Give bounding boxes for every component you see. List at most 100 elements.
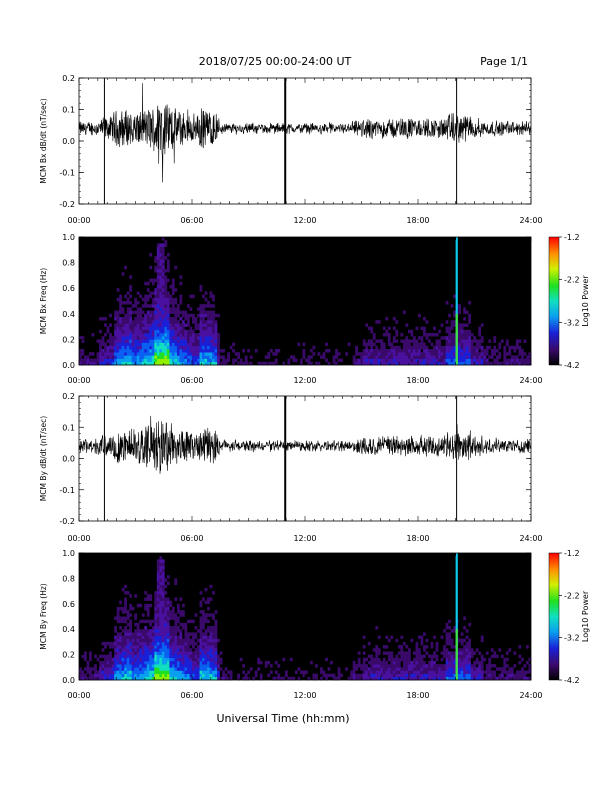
spectrogram-cell xyxy=(214,667,218,671)
spectrogram-cell xyxy=(375,645,379,649)
spectrogram-cell xyxy=(207,600,210,605)
spectrogram-cell xyxy=(169,336,173,340)
spectrogram-cell xyxy=(199,361,203,366)
spectrogram-cell xyxy=(392,317,396,321)
spectrogram-cell xyxy=(114,664,117,668)
spectrogram-cell xyxy=(116,616,120,620)
spectrogram-cell xyxy=(121,336,125,340)
spectrogram-cell xyxy=(478,326,482,331)
spectrogram-cell xyxy=(79,361,82,366)
spectrogram-cell xyxy=(415,352,419,356)
spectrogram-cell xyxy=(134,297,138,302)
spectrogram-cell xyxy=(445,657,449,662)
spectrogram-cell xyxy=(453,670,456,674)
spectrogram-cell xyxy=(174,310,178,315)
spectrogram-cell xyxy=(320,670,323,674)
spectrogram-cell xyxy=(194,613,198,617)
spectrogram-cell xyxy=(420,345,424,350)
spectrogram-cell xyxy=(232,342,235,347)
spectrogram-cell xyxy=(141,613,145,617)
spectrogram-cell xyxy=(475,358,479,363)
spectrogram-cell xyxy=(212,632,215,636)
spectrogram-cell xyxy=(465,635,469,640)
y-axis-label: MCM Bx dB/dt (nT/sec) xyxy=(39,98,48,183)
spectrogram-cell xyxy=(433,673,436,678)
spectrogram-cell xyxy=(169,352,173,356)
spectrogram-cell xyxy=(385,676,389,681)
spectrogram-cell xyxy=(402,352,406,356)
spectrogram-cell xyxy=(134,641,138,646)
spectrogram-cell xyxy=(134,317,138,321)
spectrogram-cell xyxy=(121,301,125,305)
spectrogram-cell xyxy=(171,358,175,363)
y-tick-label: -0.1 xyxy=(59,486,75,495)
spectrogram-cell xyxy=(146,676,150,681)
spectrogram-cell xyxy=(179,294,183,299)
spectrogram-cell xyxy=(116,667,120,671)
spectrogram-cell xyxy=(202,329,205,334)
spectrogram-cell xyxy=(124,610,128,614)
spectrogram-cell xyxy=(166,575,170,579)
y-tick-label: 0.8 xyxy=(62,574,75,583)
spectrogram-cell xyxy=(390,654,394,659)
spectrogram-cell xyxy=(84,358,87,363)
spectrogram-cell xyxy=(362,361,366,366)
spectrogram-cell xyxy=(463,676,467,681)
spectrogram-cell xyxy=(468,317,472,321)
spectrogram-cell xyxy=(465,654,469,659)
spectrogram-cell xyxy=(448,358,451,363)
spectrogram-cell xyxy=(124,320,128,324)
spectrogram-cell xyxy=(121,307,125,311)
spectrogram-cell xyxy=(194,664,198,668)
spectrogram-cell xyxy=(448,355,451,359)
spectrogram-cell xyxy=(174,676,178,681)
spectrogram-cell xyxy=(144,664,148,668)
spectrogram-cell xyxy=(460,352,464,356)
spectrogram-cell xyxy=(199,667,203,671)
spectrogram-cell xyxy=(362,664,366,668)
spectrogram-cell xyxy=(448,673,451,678)
spectrogram-cell xyxy=(199,638,203,643)
spectrogram-cell xyxy=(465,657,469,662)
spectrogram-cell xyxy=(129,622,133,627)
spectrogram-cell xyxy=(159,323,163,327)
spectrogram-cell xyxy=(176,342,180,347)
spectrogram-cell xyxy=(405,336,409,340)
spectrogram-cell xyxy=(357,673,361,678)
spectrogram-cell xyxy=(131,323,135,327)
spectrogram-cell xyxy=(184,349,188,353)
spectrogram-cell xyxy=(114,336,117,340)
spectrogram-cell xyxy=(159,562,163,566)
spectrogram-cell xyxy=(166,635,170,640)
spectrogram-cell xyxy=(164,256,168,260)
spectrogram-cell xyxy=(134,613,138,617)
y-tick-label: 1.0 xyxy=(62,549,75,558)
spectrogram-cell xyxy=(480,345,484,350)
spectrogram-cell xyxy=(377,651,381,655)
spectrogram-cell xyxy=(407,342,411,347)
spectrogram-cell xyxy=(131,358,135,363)
x-tick-label: 06:00 xyxy=(180,216,203,225)
spectrogram-cell xyxy=(418,313,421,318)
spectrogram-cell xyxy=(134,326,138,331)
spectrogram-cell xyxy=(156,323,160,327)
spectrogram-cell xyxy=(310,660,313,665)
spectrogram-cell xyxy=(402,664,406,668)
spectrogram-cell xyxy=(410,660,414,665)
spectrogram-cell xyxy=(498,345,502,350)
spectrogram-cell xyxy=(161,285,165,289)
spectrogram-cell xyxy=(202,626,205,630)
spectrogram-cell xyxy=(503,657,507,662)
spectrogram-cell xyxy=(385,358,389,363)
spectrogram-cell xyxy=(81,654,85,659)
spectrogram-cell xyxy=(204,358,208,363)
spectrogram-cell xyxy=(473,673,477,678)
spectrogram-cell xyxy=(156,664,160,668)
spectrogram-cell xyxy=(267,660,271,665)
spectrogram-cell xyxy=(124,667,128,671)
spectrogram-cell xyxy=(392,355,396,359)
spectrogram-cell xyxy=(505,339,509,343)
spectrogram-cell xyxy=(101,654,105,659)
spectrogram-cell xyxy=(387,638,391,643)
spectrogram-cell xyxy=(365,657,369,662)
